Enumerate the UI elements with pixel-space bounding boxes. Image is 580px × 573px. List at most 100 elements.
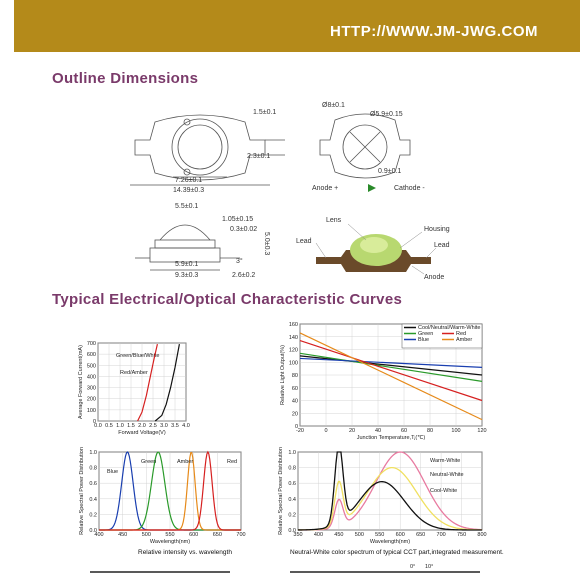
y-tick-label: 0.8 (288, 466, 296, 472)
y-tick-label: 20 (292, 411, 298, 417)
x-tick-label: 3.0 (160, 423, 168, 429)
x-tick-label: 550 (165, 532, 174, 538)
series-line (297, 451, 483, 531)
dim-side-5: 5.9±0.1 (175, 261, 198, 268)
y-tick-label: 0 (295, 424, 298, 430)
series-label: Green (141, 459, 156, 465)
y-tick-label: 400 (87, 374, 96, 380)
y-tick-label: 0.6 (89, 481, 97, 487)
y-tick-label: 40 (292, 399, 298, 405)
y-axis-label: Relative Spectral Power Distribution (79, 447, 85, 535)
y-tick-label: 60 (292, 386, 298, 392)
y-tick-label: 200 (87, 397, 96, 403)
x-tick-label: 100 (451, 428, 460, 434)
dim-top-3: 7.26±0.1 (175, 177, 202, 184)
x-axis-label: Wavelength(nm) (370, 539, 410, 545)
series-line (137, 343, 158, 422)
caption-relative-intensity: Relative intensity vs. wavelength (138, 549, 232, 556)
anode-label: Anode + (312, 185, 338, 192)
x-tick-label: 4.0 (182, 423, 190, 429)
x-tick-label: 700 (236, 532, 245, 538)
y-tick-label: 500 (87, 363, 96, 369)
lead-left-label: Lead (296, 238, 312, 245)
series-line (299, 332, 483, 421)
x-tick-label: 40 (375, 428, 381, 434)
series-label: Red (227, 459, 237, 465)
lens-label: Lens (326, 217, 342, 224)
x-tick-label: 0.5 (105, 423, 113, 429)
dim-side-1: 5.5±0.1 (175, 203, 198, 210)
x-tick-label: 3.5 (171, 423, 179, 429)
chart-forward-voltage: 0.0 0.5 1.0 1.5 2.0 2.5 3.0 3.5 4.0 0 100 200 300 400… (78, 341, 190, 436)
y-tick-label: 100 (87, 408, 96, 414)
y-tick-label: 160 (289, 322, 298, 328)
caption-white-spectrum: Neutral-White color spectrum of typical … (290, 549, 504, 556)
x-tick-label: 2.0 (138, 423, 146, 429)
series-label: Green/Blue/White (116, 353, 159, 359)
series-line (154, 344, 180, 422)
legend-entry: Cool/Neutral/Warm-White (418, 325, 480, 331)
lead-right-label: Lead (434, 242, 450, 249)
housing-label: Housing (424, 226, 450, 233)
series-line (299, 352, 483, 382)
dim-side-4: 5.0±0.3 (263, 232, 270, 255)
series-line (299, 355, 483, 376)
dim-top-2: 2.3±0.1 (247, 153, 270, 160)
legend-entry: Red (456, 331, 466, 337)
dim-side-2: 1.05±0.15 (222, 216, 253, 223)
chart-relative-intensity: 400 450 500 550 600 650 700 0.0 0.2 0.4 0.6 0.8 1.0 W… (79, 447, 246, 545)
x-tick-label: 400 (314, 532, 323, 538)
x-tick-label: 120 (477, 428, 486, 434)
x-tick-label: 700 (437, 532, 446, 538)
x-tick-label: -20 (296, 428, 304, 434)
y-tick-label: 0.4 (89, 497, 97, 503)
legend-entry: Blue (418, 337, 429, 343)
x-tick-label: 1.0 (116, 423, 124, 429)
x-tick-label: 450 (118, 532, 127, 538)
x-tick-label: 0.0 (94, 423, 102, 429)
dim-side-7: 9.3±0.3 (175, 272, 198, 279)
x-tick-label: 500 (355, 532, 364, 538)
x-tick-label: 1.5 (127, 423, 135, 429)
y-tick-label: 1.0 (89, 450, 97, 456)
y-tick-label: 1.0 (288, 450, 296, 456)
series-line (299, 340, 483, 402)
series-line (297, 451, 483, 531)
y-axis-label: Relative Light Output(%) (280, 345, 286, 405)
dim-side-3: 0.3±0.02 (230, 226, 257, 233)
y-tick-label: 700 (87, 341, 96, 347)
diode-symbol (368, 184, 376, 192)
x-axis-label: Wavelength(nm) (150, 539, 190, 545)
series-label: Amber (177, 459, 193, 465)
y-tick-label: 0.0 (89, 528, 97, 534)
website-url[interactable]: HTTP://WWW.JM-JWG.COM (330, 23, 538, 40)
anode-photo-label: Anode (424, 274, 444, 281)
side-view-drawing: 5.5±0.1 1.05±0.15 0.3±0.02 5.0±0.3 5.9±0… (135, 203, 270, 279)
x-tick-label: 350 (293, 532, 302, 538)
y-tick-label: 120 (289, 348, 298, 354)
x-tick-label: 20 (349, 428, 355, 434)
x-tick-label: 600 (189, 532, 198, 538)
x-tick-label: 650 (416, 532, 425, 538)
y-tick-label: 0 (93, 419, 96, 425)
y-tick-label: 0.6 (288, 481, 296, 487)
y-tick-label: 0.0 (288, 528, 296, 534)
y-tick-label: 0.2 (89, 512, 97, 518)
y-tick-label: 100 (289, 360, 298, 366)
right-view-drawing: Ø8±0.1 Ø5.9±0.15 0.9±0.1 Anode + Cathode… (312, 102, 425, 192)
y-tick-label: 80 (292, 373, 298, 379)
dim-right-2: Ø5.9±0.15 (370, 111, 403, 118)
x-tick-label: 60 (401, 428, 407, 434)
top-view-drawing: 1.5±0.1 2.3±0.1 7.26±0.1 14.39±0.3 (130, 109, 285, 194)
dim-right-1: Ø8±0.1 (322, 102, 345, 109)
header-band (14, 0, 580, 52)
x-tick-label: 0 (324, 428, 327, 434)
dim-top-1: 1.5±0.1 (253, 109, 276, 116)
series-label: Warm-White (430, 458, 460, 464)
chart-junction-temperature: -20 0 20 40 60 80 100 120020406080100120140160J… (280, 322, 487, 441)
x-tick-label: 80 (427, 428, 433, 434)
y-tick-label: 0.8 (89, 466, 97, 472)
partial-label-a: 0° (410, 564, 415, 570)
dim-right-3: 0.9±0.1 (378, 168, 401, 175)
x-tick-label: 550 (375, 532, 384, 538)
